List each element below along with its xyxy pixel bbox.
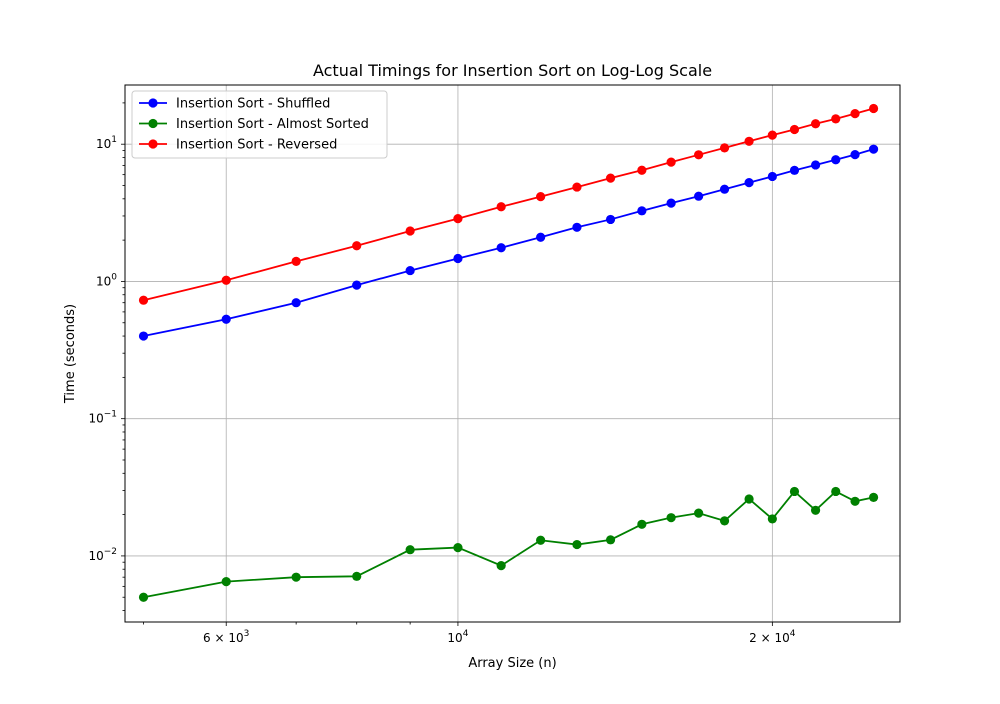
data-point bbox=[453, 253, 463, 264]
data-point bbox=[831, 114, 841, 124]
data-point bbox=[831, 155, 841, 165]
chart-title: Actual Timings for Insertion Sort on Log… bbox=[313, 61, 712, 80]
data-point bbox=[453, 214, 463, 224]
data-point bbox=[605, 535, 616, 545]
data-point bbox=[666, 157, 676, 167]
data-point bbox=[694, 150, 704, 160]
data-point bbox=[138, 295, 149, 305]
data-point bbox=[666, 198, 676, 208]
data-point bbox=[767, 130, 777, 140]
data-point bbox=[291, 298, 301, 308]
data-point bbox=[352, 571, 362, 581]
series-layer bbox=[138, 103, 879, 602]
data-point bbox=[719, 143, 730, 153]
data-point bbox=[810, 119, 821, 129]
y-tick-label: 10−1 bbox=[88, 410, 117, 426]
data-point bbox=[694, 191, 704, 201]
data-point bbox=[719, 184, 730, 194]
y-tick-label: 100 bbox=[96, 272, 117, 288]
data-point bbox=[352, 241, 362, 251]
data-point bbox=[850, 149, 860, 160]
data-point bbox=[789, 486, 800, 497]
data-point bbox=[138, 331, 149, 341]
data-point bbox=[605, 173, 616, 183]
x-axis-label: Array Size (n) bbox=[468, 656, 556, 671]
data-point bbox=[572, 539, 582, 550]
data-point bbox=[496, 561, 506, 571]
data-point bbox=[789, 165, 800, 175]
data-point bbox=[850, 496, 860, 506]
data-point bbox=[405, 545, 415, 555]
data-point bbox=[637, 519, 647, 529]
data-point bbox=[496, 202, 506, 212]
data-point bbox=[138, 592, 149, 602]
axis-ticks: 6 × 103 104 2 × 104 10−2 10−1 100 101 bbox=[88, 102, 796, 645]
y-axis-label: Time (seconds) bbox=[63, 304, 78, 404]
data-point bbox=[572, 222, 582, 232]
data-point bbox=[291, 256, 301, 266]
data-point bbox=[405, 265, 415, 276]
data-point bbox=[868, 492, 879, 502]
legend-item: Insertion Sort - Shuffled bbox=[139, 97, 330, 112]
legend-label: Insertion Sort - Shuffled bbox=[176, 97, 330, 112]
x-tick-label: 6 × 103 bbox=[203, 629, 249, 645]
data-point bbox=[605, 214, 616, 225]
series-2 bbox=[138, 103, 879, 305]
y-tick-label: 10−2 bbox=[88, 547, 117, 563]
legend-marker bbox=[148, 139, 158, 149]
data-point bbox=[868, 103, 879, 114]
data-point bbox=[637, 165, 647, 175]
legend-item: Insertion Sort - Almost Sorted bbox=[139, 117, 369, 132]
data-point bbox=[767, 514, 777, 524]
data-point bbox=[637, 206, 647, 216]
data-point bbox=[694, 508, 704, 518]
legend-item: Insertion Sort - Reversed bbox=[139, 138, 337, 153]
legend-label: Insertion Sort - Reversed bbox=[176, 138, 337, 153]
legend-label: Insertion Sort - Almost Sorted bbox=[176, 117, 369, 132]
data-point bbox=[536, 232, 546, 242]
data-point bbox=[767, 171, 777, 182]
y-tick-label: 101 bbox=[96, 135, 117, 151]
data-point bbox=[744, 178, 754, 188]
data-point bbox=[868, 144, 879, 154]
series-1 bbox=[138, 486, 879, 602]
legend-marker bbox=[148, 98, 158, 108]
data-point bbox=[572, 182, 582, 192]
data-point bbox=[221, 314, 231, 324]
data-point bbox=[352, 280, 362, 290]
x-tick-label: 104 bbox=[447, 629, 468, 645]
data-point bbox=[453, 542, 463, 553]
data-point bbox=[850, 109, 860, 119]
data-point bbox=[221, 576, 231, 587]
data-point bbox=[810, 160, 821, 170]
data-point bbox=[789, 124, 800, 135]
data-point bbox=[536, 535, 546, 545]
legend: Insertion Sort - Shuffled Insertion Sort … bbox=[131, 90, 388, 159]
series-0 bbox=[138, 144, 879, 341]
data-point bbox=[831, 486, 841, 497]
data-point bbox=[536, 192, 546, 202]
data-point bbox=[221, 275, 231, 285]
data-point bbox=[810, 505, 821, 515]
data-point bbox=[666, 513, 676, 523]
x-tick-label: 2 × 104 bbox=[749, 629, 796, 645]
legend-marker bbox=[148, 118, 158, 129]
data-point bbox=[744, 136, 754, 146]
legend-box bbox=[131, 90, 388, 159]
data-point bbox=[405, 226, 415, 236]
data-point bbox=[291, 572, 301, 582]
data-point bbox=[496, 243, 506, 253]
data-point bbox=[744, 494, 754, 504]
data-point bbox=[719, 516, 730, 526]
